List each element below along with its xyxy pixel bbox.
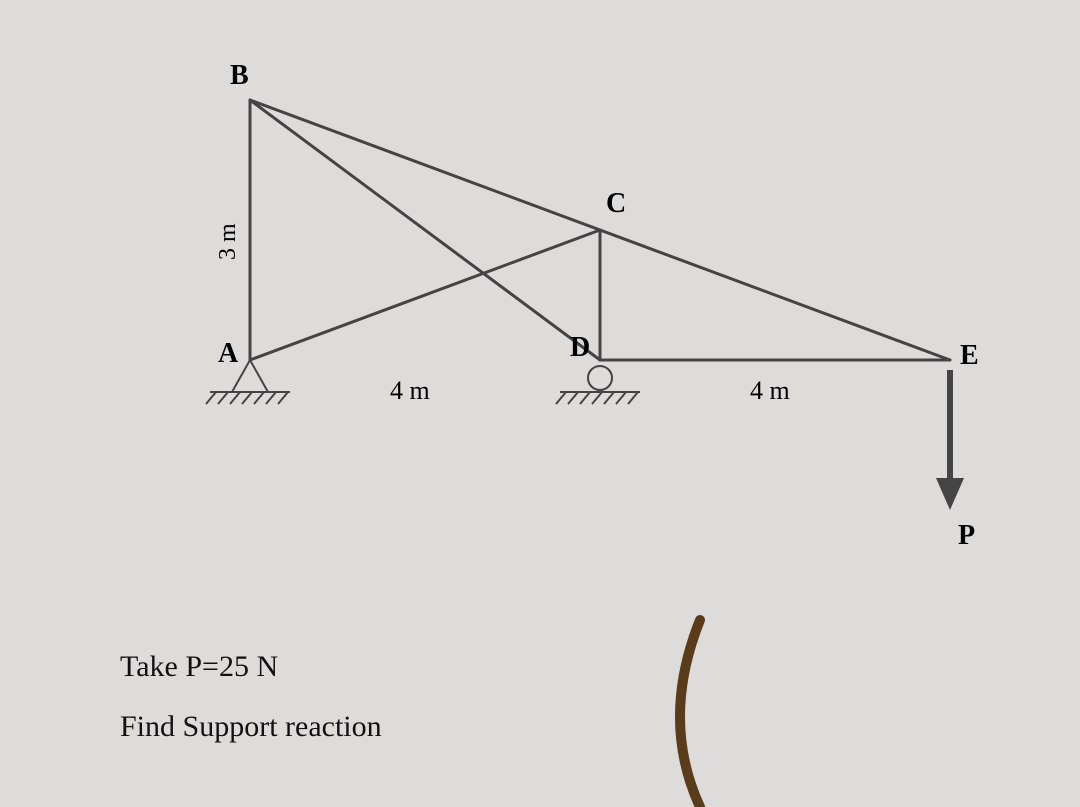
member-BD: [250, 100, 600, 360]
member-AC: [250, 230, 600, 360]
label-P: P: [958, 520, 975, 552]
label-E: E: [960, 340, 979, 372]
force-P-arrow: [936, 370, 964, 510]
support-D-roller: [556, 366, 640, 404]
label-C: C: [606, 188, 626, 220]
annotation-curve: [680, 620, 700, 807]
problem-text-2: Find Support reaction: [120, 710, 382, 744]
label-B: B: [230, 60, 249, 92]
truss-svg: [0, 0, 1080, 807]
dim-DE: 4 m: [750, 376, 790, 406]
dim-AD: 4 m: [390, 376, 430, 406]
dim-AB: 3 m: [215, 223, 242, 260]
label-D: D: [570, 332, 590, 364]
problem-text-1: Take P=25 N: [120, 650, 278, 684]
label-A: A: [218, 338, 238, 370]
